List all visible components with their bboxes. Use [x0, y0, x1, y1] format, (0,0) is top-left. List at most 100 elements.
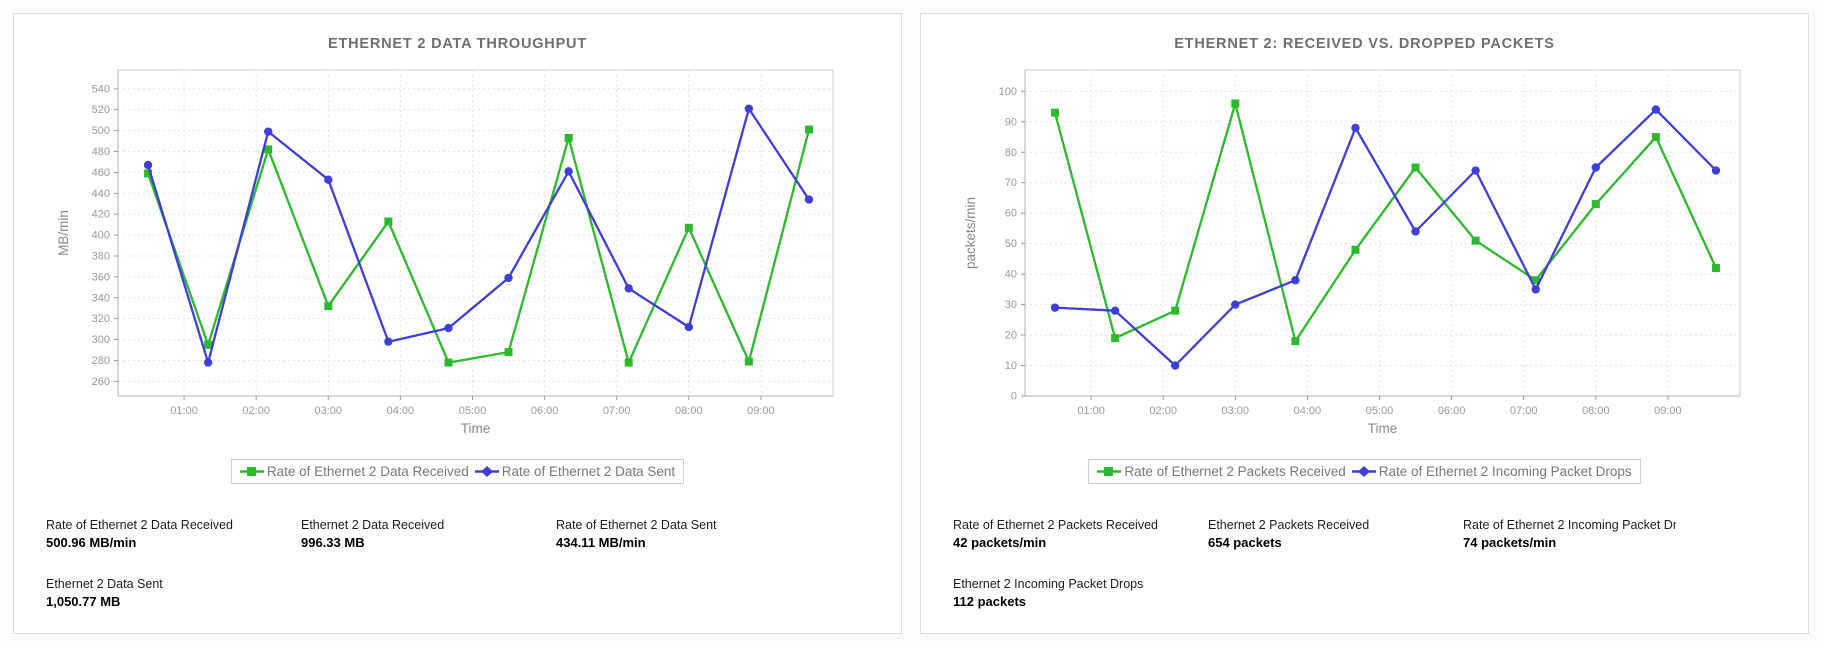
- data-point-marker[interactable]: [383, 337, 393, 346]
- legend-item-packet-drops[interactable]: Rate of Ethernet 2 Incoming Packet Drops: [1351, 464, 1632, 479]
- data-point-marker[interactable]: [1050, 108, 1059, 117]
- data-point-marker[interactable]: [323, 175, 332, 184]
- x-axis-title: Time: [1367, 421, 1397, 436]
- series-square: [143, 125, 813, 367]
- stat-value: 112 packets: [953, 594, 1027, 609]
- data-point-marker[interactable]: [1110, 334, 1119, 343]
- stat-value: 996.33 MB: [301, 535, 365, 550]
- throughput-line-chart[interactable]: 260 280 300 320 340 360 380 400 420 440 460 480 500 5…: [38, 54, 878, 454]
- data-point-marker[interactable]: [1290, 276, 1300, 285]
- gridlines: [1024, 70, 1740, 397]
- data-point-marker[interactable]: [1230, 99, 1239, 108]
- data-point-marker[interactable]: [1050, 303, 1059, 312]
- data-point-marker[interactable]: [563, 167, 573, 176]
- data-point-marker[interactable]: [504, 348, 513, 357]
- data-point-marker[interactable]: [564, 133, 573, 142]
- axis-label: 440: [91, 188, 109, 200]
- data-point-marker[interactable]: [624, 284, 633, 293]
- data-point-marker[interactable]: [263, 145, 272, 154]
- stat-label: Ethernet 2 Data Received: [301, 518, 445, 532]
- data-point-marker[interactable]: [1651, 105, 1660, 114]
- axis-label: 05:00: [1365, 405, 1393, 417]
- throughput-panel: ETHERNET 2 DATA THROUGHPUT 260 280 300 320 3…: [13, 13, 902, 634]
- y-axis-title: packets/min: [963, 197, 978, 269]
- data-point-marker[interactable]: [203, 358, 212, 367]
- stat-packets-received-total: Ethernet 2 Packets Received 654 packets: [1208, 518, 1463, 550]
- data-point-marker[interactable]: [1350, 245, 1359, 254]
- axis-label: 04:00: [386, 405, 414, 417]
- legend-item-packets-received[interactable]: Rate of Ethernet 2 Packets Received: [1097, 464, 1346, 479]
- data-point-marker[interactable]: [1531, 276, 1540, 285]
- legend-label: Rate of Ethernet 2 Packets Received: [1124, 464, 1346, 479]
- data-point-marker[interactable]: [1711, 264, 1720, 273]
- axis-label: 360: [91, 271, 109, 283]
- series-line: [146, 107, 810, 364]
- axis-label: 02:00: [1149, 405, 1177, 417]
- axis-label: 20: [1004, 330, 1016, 342]
- axis-label: 07:00: [602, 405, 630, 417]
- data-point-marker[interactable]: [503, 273, 513, 283]
- line-diamond-marker-icon: [474, 466, 499, 477]
- stat-data-received-total: Ethernet 2 Data Received 996.33 MB: [301, 518, 556, 550]
- axis-label: 06:00: [530, 405, 558, 417]
- data-point-marker[interactable]: [1531, 285, 1540, 294]
- data-point-marker[interactable]: [443, 358, 452, 367]
- data-point-marker[interactable]: [443, 323, 453, 333]
- legend-label: Rate of Ethernet 2 Incoming Packet Drops: [1378, 464, 1632, 479]
- data-point-marker[interactable]: [1170, 306, 1179, 315]
- axis-label: 01:00: [1077, 405, 1105, 417]
- data-point-marker[interactable]: [684, 223, 693, 232]
- data-point-marker[interactable]: [143, 160, 152, 170]
- axis-label: 0: [1010, 391, 1016, 403]
- data-point-marker[interactable]: [744, 357, 753, 366]
- axis-label: 520: [91, 104, 109, 116]
- data-point-marker[interactable]: [804, 125, 813, 134]
- data-point-marker[interactable]: [1651, 133, 1660, 142]
- legend-label: Rate of Ethernet 2 Data Sent: [501, 464, 676, 479]
- packets-line-chart[interactable]: 0 10 20 30 40 50 60 70 80 90 100 01:00 02:00 03:00 04:…: [945, 54, 1785, 454]
- data-point-marker[interactable]: [1471, 236, 1480, 245]
- axis-ticks: [1020, 90, 1668, 400]
- legend-box: Rate of Ethernet 2 Packets Received Rate…: [1088, 459, 1641, 484]
- stat-rate-packet-drops: Rate of Ethernet 2 Incoming Packet Dr 74…: [1463, 518, 1676, 550]
- data-point-marker[interactable]: [1470, 166, 1480, 175]
- data-point-marker[interactable]: [383, 217, 392, 226]
- data-point-marker[interactable]: [1591, 163, 1600, 172]
- axis-label: 320: [91, 313, 109, 325]
- series-circle: [1050, 105, 1720, 370]
- data-point-marker[interactable]: [684, 322, 693, 332]
- axis-label: 100: [998, 86, 1016, 98]
- data-point-marker[interactable]: [143, 169, 152, 178]
- axis-label: 01:00: [170, 405, 198, 417]
- x-axis-title: Time: [460, 421, 490, 436]
- data-point-marker[interactable]: [1290, 337, 1299, 346]
- data-point-marker[interactable]: [1170, 361, 1179, 370]
- data-point-marker[interactable]: [1411, 163, 1420, 172]
- data-point-marker[interactable]: [1410, 227, 1420, 236]
- stat-label: Rate of Ethernet 2 Data Sent: [556, 518, 717, 532]
- data-point-marker[interactable]: [323, 302, 332, 311]
- axis-label: 03:00: [1221, 405, 1249, 417]
- data-point-marker[interactable]: [744, 104, 753, 113]
- data-point-marker[interactable]: [1350, 123, 1360, 133]
- data-point-marker[interactable]: [1110, 306, 1119, 315]
- data-point-marker[interactable]: [804, 195, 813, 204]
- axis-label: 340: [91, 292, 109, 304]
- stat-rate-data-sent: Rate of Ethernet 2 Data Sent 434.11 MB/m…: [556, 518, 886, 550]
- legend-item-data-sent[interactable]: Rate of Ethernet 2 Data Sent: [474, 464, 676, 479]
- legend-item-data-received[interactable]: Rate of Ethernet 2 Data Received: [239, 464, 469, 479]
- stat-label: Rate of Ethernet 2 Incoming Packet Dr: [1463, 518, 1676, 532]
- series-line: [1053, 102, 1717, 343]
- chart-title-throughput: ETHERNET 2 DATA THROUGHPUT: [328, 36, 587, 52]
- data-point-marker[interactable]: [1230, 300, 1239, 309]
- data-point-marker[interactable]: [624, 358, 633, 367]
- stat-value: 434.11 MB/min: [556, 535, 646, 550]
- axis-label: 480: [91, 146, 109, 158]
- data-point-marker[interactable]: [1591, 200, 1600, 209]
- data-point-marker[interactable]: [1711, 166, 1720, 175]
- stat-value: 42 packets/min: [953, 535, 1047, 550]
- stat-label: Ethernet 2 Data Sent: [46, 577, 163, 591]
- chart-area-throughput: 260 280 300 320 340 360 380 400 420 440 460 480 500 5…: [14, 54, 901, 459]
- data-point-marker[interactable]: [263, 127, 272, 136]
- data-point-marker[interactable]: [203, 340, 212, 349]
